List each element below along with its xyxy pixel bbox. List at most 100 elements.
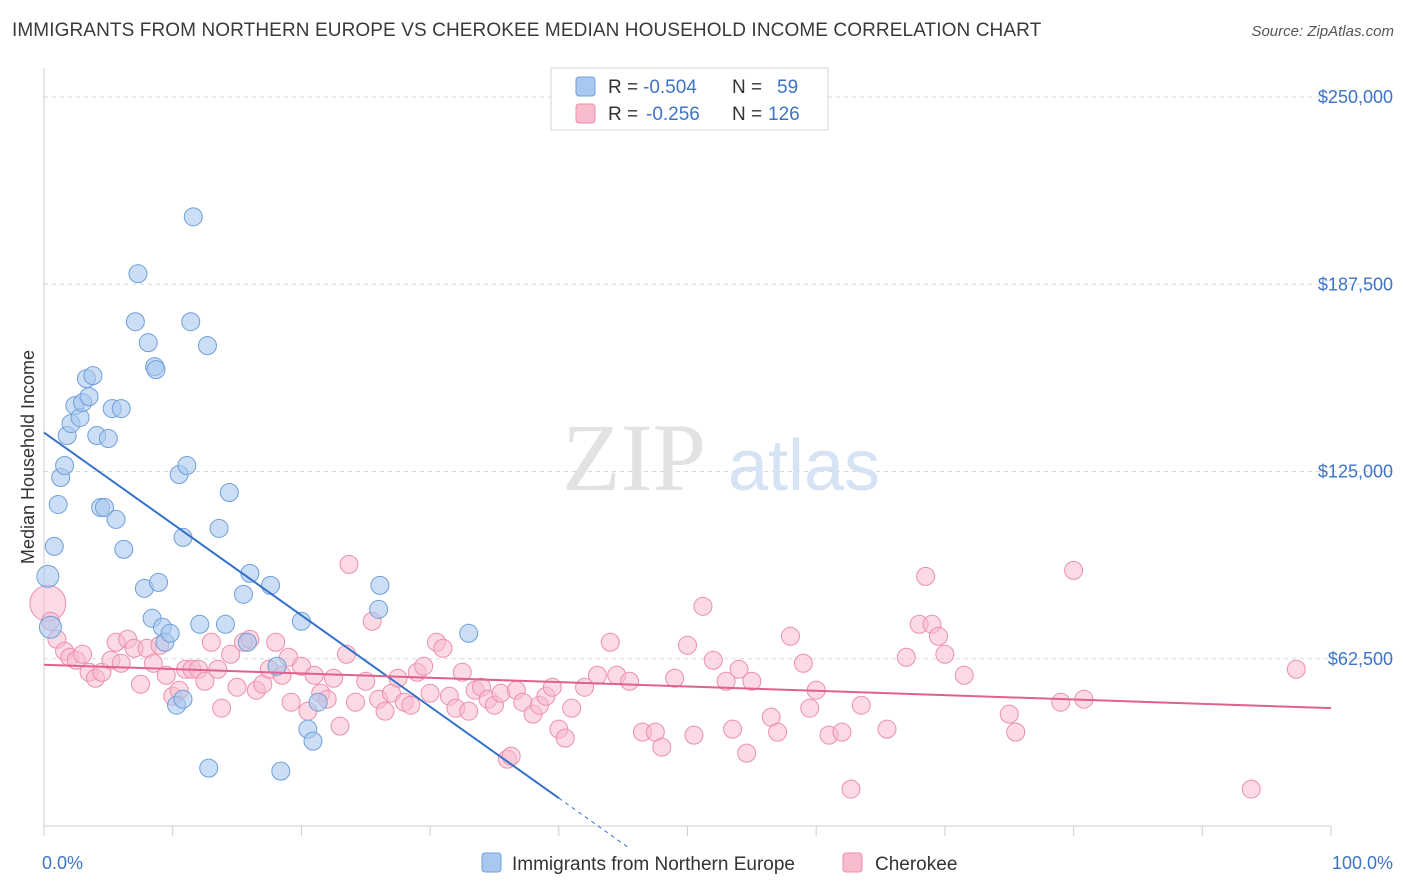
cherokee-point [1051, 692, 1071, 712]
cherokee-point [800, 698, 820, 718]
legend-n-value-blue: 59 [777, 77, 798, 98]
cherokee-point [1006, 722, 1026, 742]
cherokee-point [693, 596, 713, 616]
cherokee-point [737, 743, 757, 763]
cherokee-point [73, 644, 93, 664]
northern-europe-point [106, 509, 126, 529]
trend-lines [43, 431, 1332, 849]
northern-europe-point [261, 575, 281, 595]
y-tick-labels: $62,500 $125,000 $187,500 $250,000 [1318, 87, 1393, 669]
cherokee-point [555, 728, 575, 748]
cherokee-point [501, 746, 521, 766]
northern-europe-point [215, 614, 235, 634]
northern-europe-point [160, 623, 180, 643]
cherokee-point [665, 668, 685, 688]
northern-europe-point [55, 456, 75, 476]
legend-n-label-blue: N = [732, 77, 762, 98]
cherokee-point [459, 701, 479, 721]
cherokee-point [896, 647, 916, 667]
chart-source: Source: ZipAtlas.com [1251, 23, 1394, 40]
cherokee-point [281, 692, 301, 712]
northern-europe-point [303, 731, 323, 751]
northern-europe-point [48, 494, 68, 514]
northern-europe-point [114, 539, 134, 559]
northern-europe-point [209, 518, 229, 538]
cherokee-point [221, 644, 241, 664]
northern-europe-point [369, 599, 389, 619]
cherokee-point [678, 635, 697, 655]
y-tick-label-1: $125,000 [1318, 462, 1393, 482]
cherokee-point [928, 626, 948, 646]
northern-europe-point [125, 312, 145, 332]
northern-europe-trendline-extension [558, 797, 630, 849]
cherokee-point [304, 665, 324, 685]
northern-europe-point [370, 575, 390, 595]
cherokee-point [401, 695, 421, 715]
series-legend-label-pink: Cherokee [875, 854, 957, 875]
axes [43, 68, 1332, 836]
cherokee-point [212, 698, 232, 718]
northern-europe-point [98, 429, 118, 449]
watermark-atlas: atlas [728, 426, 880, 506]
northern-europe-point [267, 656, 287, 676]
cherokee-point [832, 722, 852, 742]
cherokee-point [131, 674, 151, 694]
cherokee-point [999, 704, 1019, 724]
x-tick-label-0: 0.0% [42, 853, 83, 873]
cherokee-point [1286, 659, 1306, 679]
northern-europe-point [181, 312, 201, 332]
cherokee-point [793, 653, 813, 673]
chart-title: IMMIGRANTS FROM NORTHERN EUROPE VS CHERO… [12, 20, 1042, 41]
cherokee-point [877, 719, 897, 739]
cherokee-point [433, 638, 453, 658]
cherokee-point [330, 716, 350, 736]
northern-europe-point [219, 482, 239, 502]
northern-europe-point [138, 333, 158, 353]
legend-r-label-blue: R = [608, 77, 638, 98]
y-axis-label: Median Household Income [18, 350, 38, 564]
cherokee-point [1241, 779, 1261, 799]
legend-r-label-pink: R = [608, 104, 638, 125]
cherokee-point [414, 656, 434, 676]
legend-swatch-blue [575, 76, 596, 97]
cherokee-point [716, 671, 736, 691]
cherokee-points [29, 554, 1306, 799]
cherokee-point [227, 677, 247, 697]
cherokee-point [652, 737, 672, 757]
legend-r-value-blue: -0.504 [643, 77, 697, 98]
cherokee-point [916, 566, 936, 586]
cherokee-point [1064, 560, 1084, 580]
correlation-legend: R = -0.504 N = 59 R = -0.256 N = 126 [550, 67, 829, 131]
legend-swatch-pink [575, 103, 596, 124]
series-legend-label-blue: Immigrants from Northern Europe [512, 854, 795, 875]
northern-europe-point [183, 207, 203, 227]
northern-europe-point [199, 758, 219, 778]
cherokee-point [156, 665, 176, 685]
northern-europe-point [146, 360, 166, 380]
cherokee-point [935, 644, 955, 664]
y-tick-label-0: $62,500 [1328, 649, 1393, 669]
cherokee-point [780, 626, 800, 646]
northern-europe-point [83, 366, 103, 386]
northern-europe-point [237, 632, 257, 652]
cherokee-point [266, 632, 286, 652]
cherokee-point [684, 725, 704, 745]
northern-europe-point [38, 615, 62, 639]
northern-europe-trendline [43, 431, 560, 799]
series-legend: Immigrants from Northern Europe Cherokee [481, 852, 957, 875]
northern-europe-point [308, 692, 328, 712]
cherokee-trendline [43, 663, 1332, 710]
watermark: ZIP atlas [562, 404, 880, 511]
northern-europe-point [177, 456, 197, 476]
northern-europe-point [79, 387, 99, 407]
cherokee-point [742, 671, 762, 691]
cherokee-point [208, 659, 228, 679]
cherokee-point [768, 722, 788, 742]
legend-n-value-pink: 126 [768, 104, 800, 125]
northern-europe-points [36, 207, 479, 781]
y-tick-label-2: $187,500 [1318, 274, 1393, 294]
northern-europe-point [94, 497, 114, 517]
northern-europe-point [44, 536, 64, 556]
y-tick-label-3: $250,000 [1318, 87, 1393, 107]
